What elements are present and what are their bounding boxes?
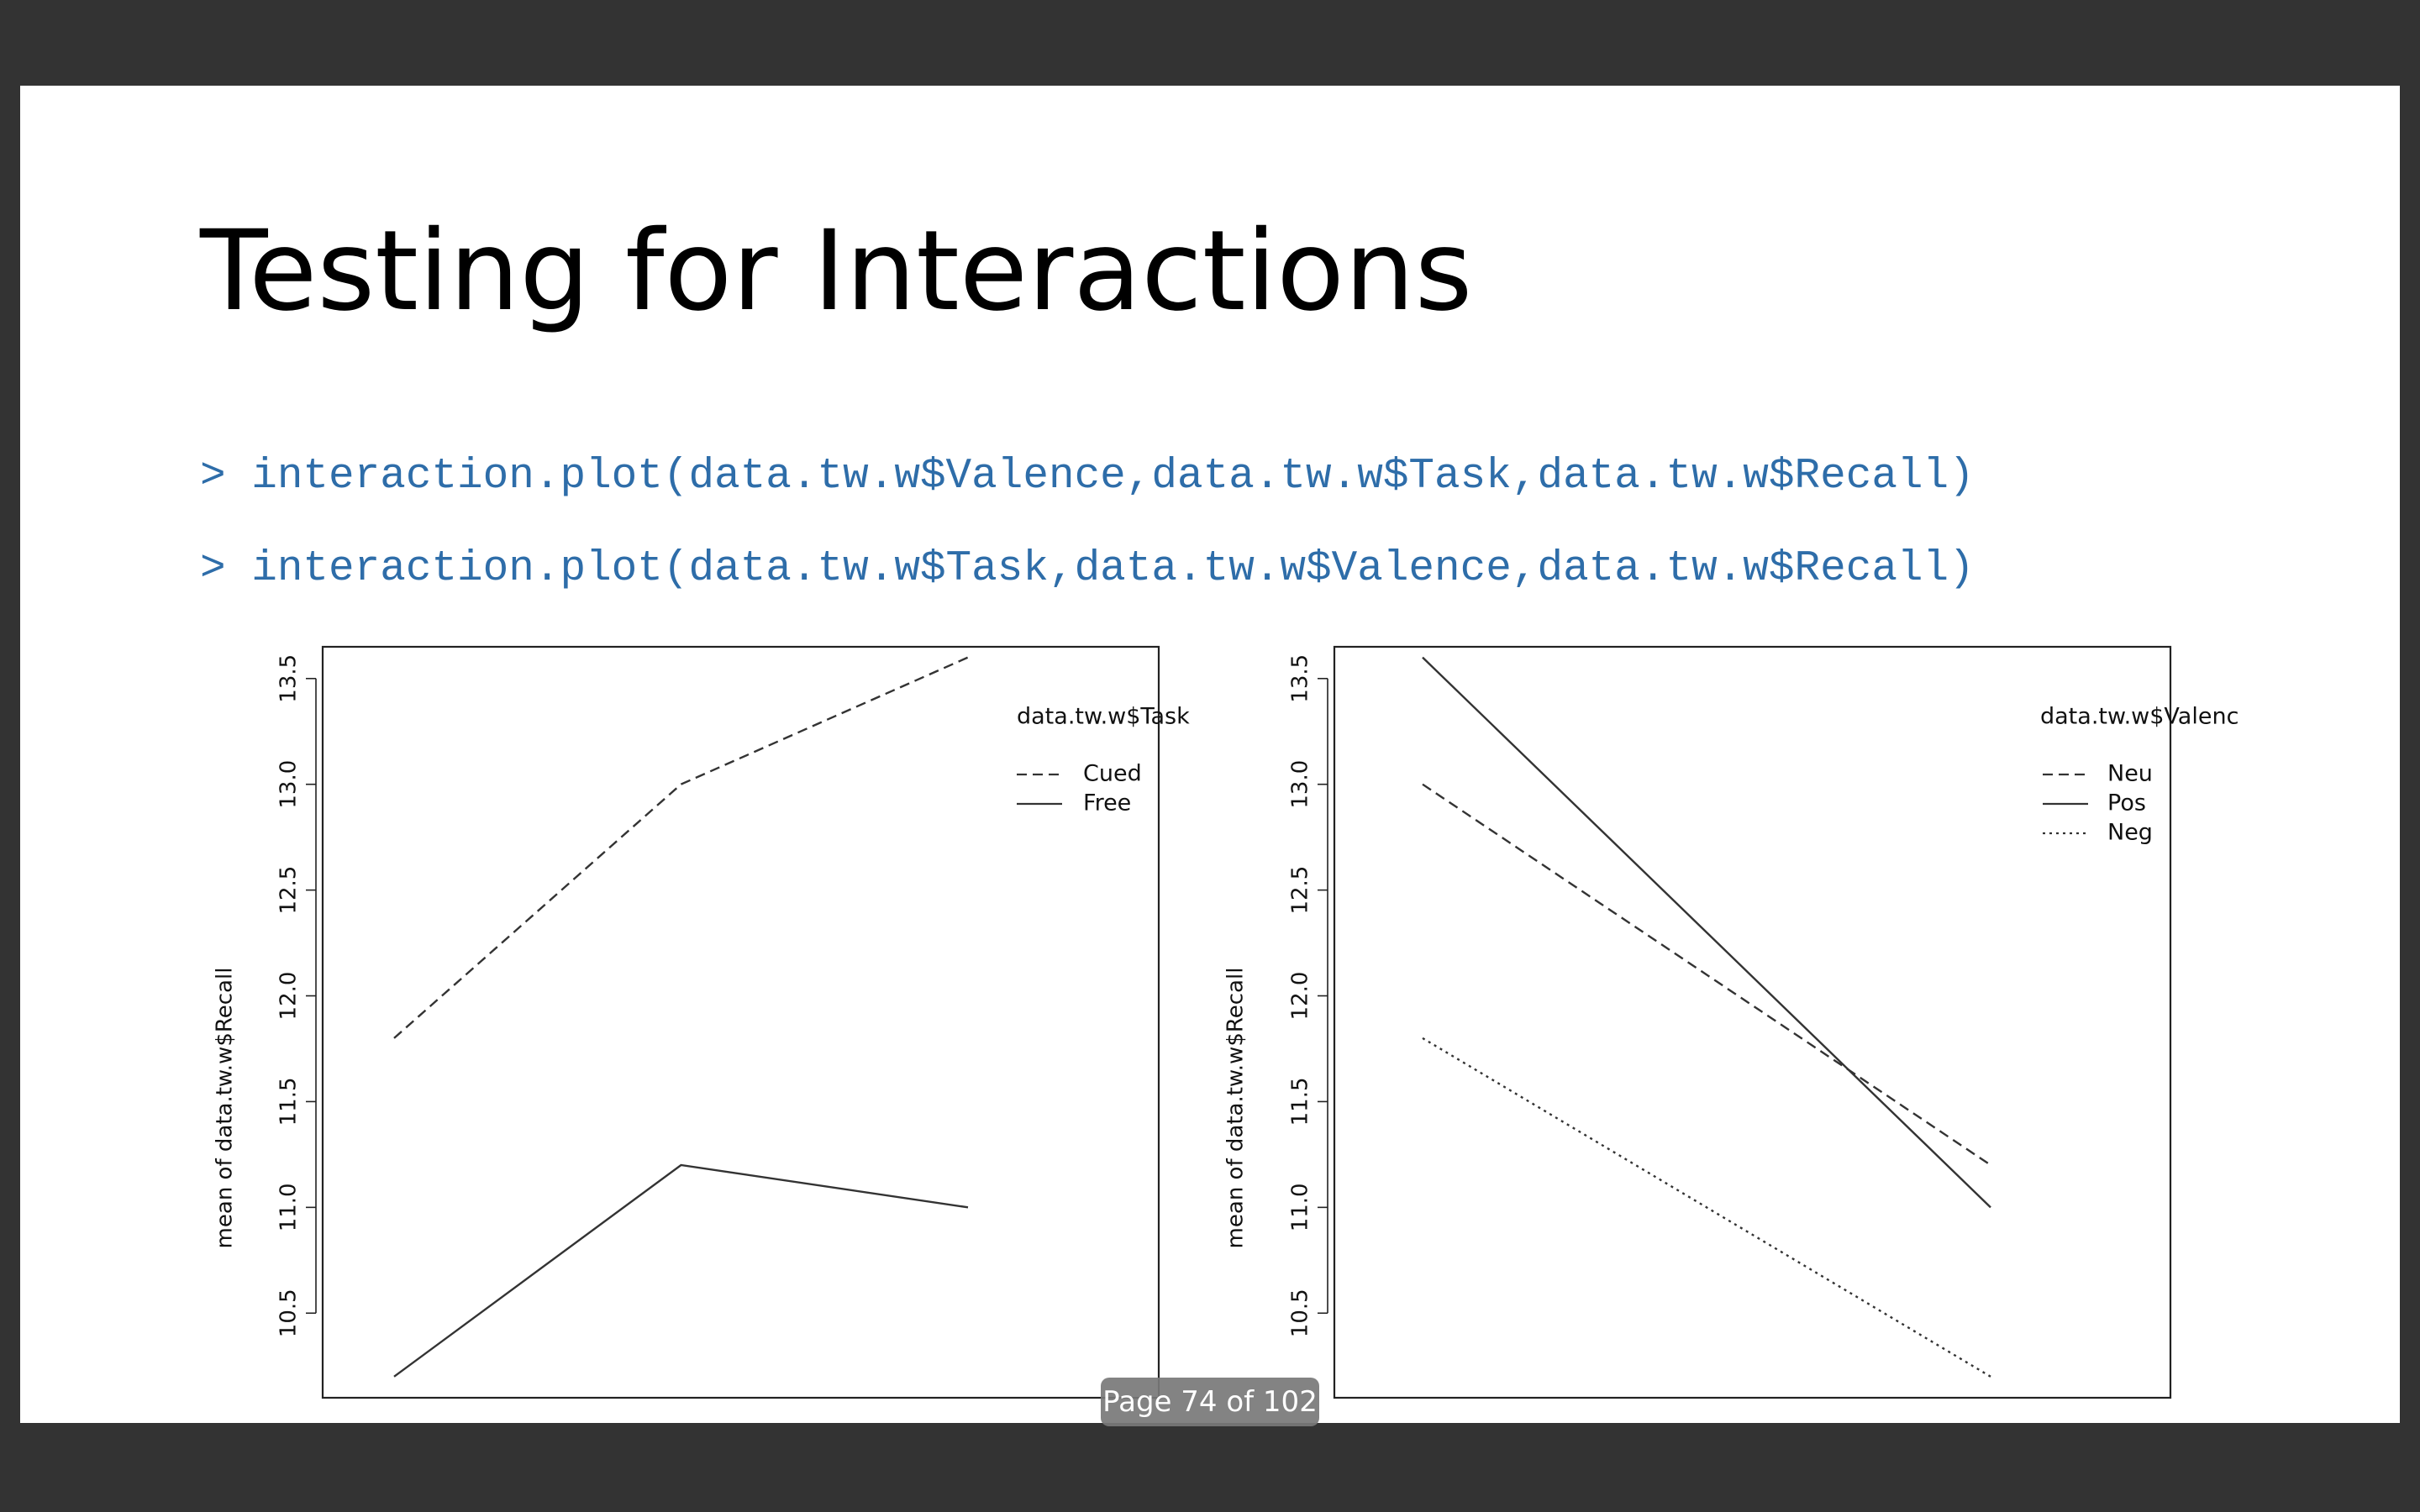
plot-1-frame: [321, 645, 1160, 1399]
plot-1-legend-label-cued: Cued: [1083, 761, 1142, 787]
plot-2-y-tick-label-3: 12.0: [1288, 972, 1313, 1021]
plot-1-y-tick-label-2: 11.5: [276, 1077, 302, 1126]
plot-1-legend-label-free: Free: [1083, 790, 1131, 816]
plot-2-legend-label-pos: Pos: [2107, 790, 2146, 816]
plot-2-y-tick-label-4: 12.5: [1288, 866, 1313, 915]
plot-2-series-neg-line: [1422, 1037, 1991, 1378]
plot-2-y-tick-label-6: 13.5: [1288, 654, 1313, 703]
plot-1-y-tick-label-3: 12.0: [276, 972, 302, 1021]
plot-1-series-cued-line: [393, 656, 969, 1039]
code-line-1: > interaction.plot(data.tw.w$Valence,dat…: [200, 453, 1975, 501]
plot-2-legend-label-neu: Neu: [2107, 761, 2153, 787]
plot-1-y-tick-label-5: 13.0: [276, 760, 302, 809]
code-line-2: > interaction.plot(data.tw.w$Task,data.t…: [200, 545, 1975, 593]
plot-1-y-axis-label: mean of data.tw.w$Recall: [213, 968, 238, 1249]
plot-2-y-axis-label: mean of data.tw.w$Recall: [1223, 968, 1249, 1249]
plot-1-legend-title: data.tw.w$Task: [1017, 704, 1190, 730]
plot-2-y-tick-label-2: 11.5: [1288, 1077, 1313, 1126]
plot-1-y-tick-label-4: 12.5: [276, 866, 302, 915]
slide-title: Testing for Interactions: [200, 207, 1473, 336]
plot-2-legend-title: data.tw.w$Valenc: [2040, 704, 2238, 730]
plot-2-series-neu-line: [1422, 783, 1991, 1166]
plot-2-y-tick-label-1: 11.0: [1288, 1183, 1313, 1231]
plot-1-series-free-line: [393, 1163, 969, 1378]
plot-2-legend-label-neg: Neg: [2107, 820, 2153, 846]
plot-2-frame: [1333, 645, 2172, 1399]
plot-1-y-tick-label-0: 10.5: [276, 1289, 302, 1337]
slide-page: Testing for Interactions > interaction.p…: [20, 86, 2400, 1423]
plot-1-y-tick-label-1: 11.0: [276, 1183, 302, 1231]
plot-2-y-tick-label-5: 13.0: [1288, 760, 1313, 809]
interaction-plots: 10.5 11.0 11.5 12.0 12.5 13.0 13.5 mean of data…: [213, 645, 2238, 1399]
plot-2-y-tick-label-0: 10.5: [1288, 1289, 1313, 1337]
plot-2-series-pos-line: [1422, 656, 1991, 1209]
plot-1-y-tick-label-6: 13.5: [276, 654, 302, 703]
page-indicator: Page 74 of 102: [1101, 1378, 1319, 1426]
